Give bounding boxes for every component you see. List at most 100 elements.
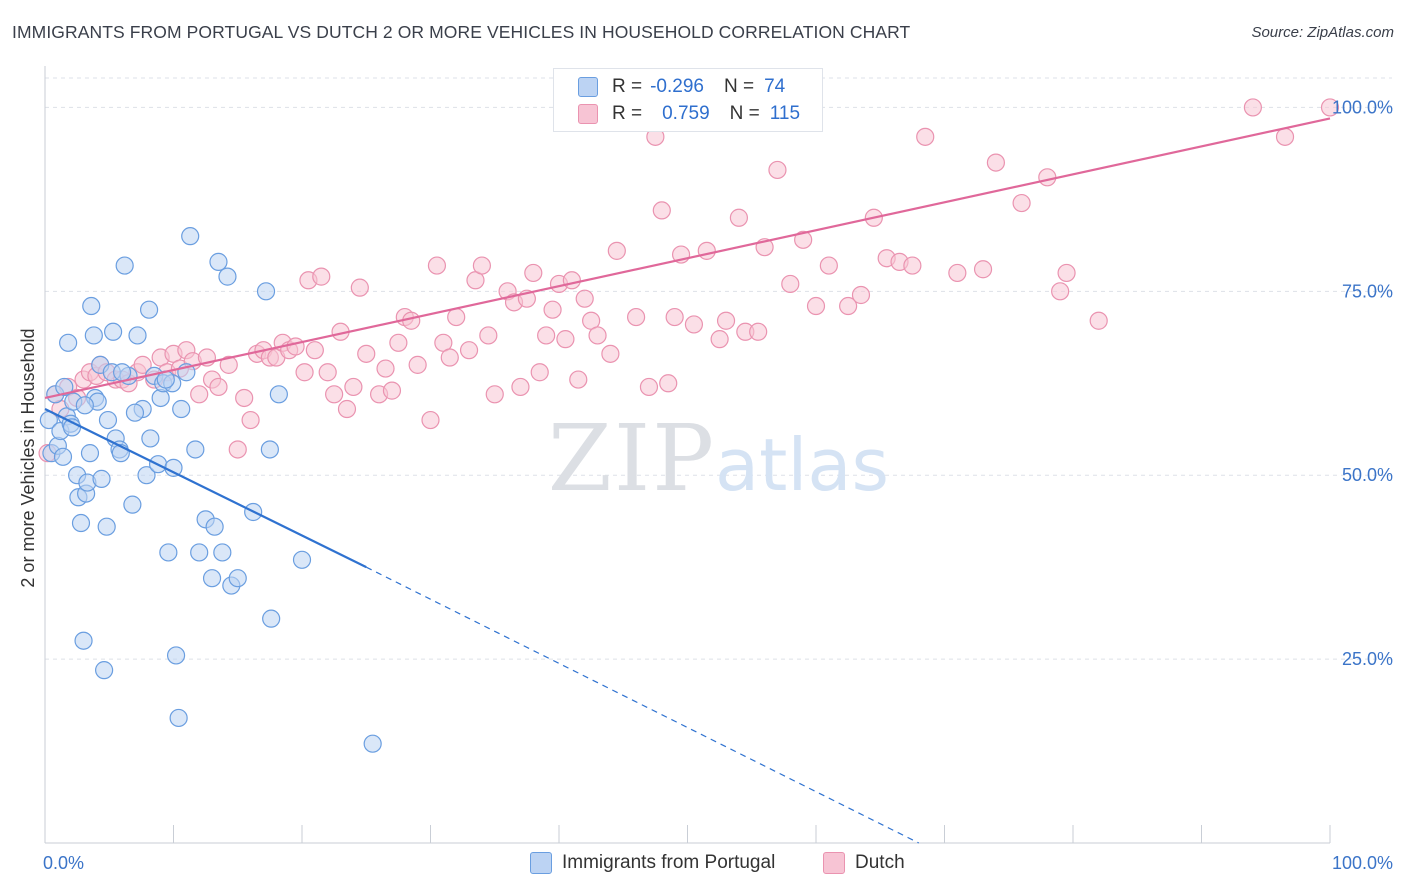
dutch-point: [768, 160, 787, 180]
legend-row-portugal: R = -0.296 N = 74: [578, 75, 785, 99]
dutch-point: [440, 348, 459, 367]
portugal-point: [75, 396, 94, 415]
dutch-point: [286, 337, 305, 356]
dutch-point: [626, 307, 646, 327]
series-swatch-dutch: [823, 852, 845, 874]
portugal-point: [205, 517, 224, 536]
dutch-point: [485, 385, 504, 404]
dutch-point: [973, 260, 993, 279]
dutch-point: [986, 153, 1006, 172]
dutch-point: [427, 256, 447, 275]
dutch-point: [421, 410, 440, 430]
series-label-dutch: Dutch: [855, 852, 905, 873]
dutch-point: [530, 363, 549, 382]
dutch-point: [305, 341, 324, 360]
dutch-point: [569, 370, 588, 389]
portugal-point: [151, 388, 170, 408]
dutch-point: [916, 127, 935, 146]
source-credit: Source: ZipAtlas.com: [1251, 24, 1394, 41]
portugal-point: [112, 363, 132, 382]
dutch-point: [781, 274, 800, 294]
portugal-point: [74, 631, 93, 650]
portugal-point: [190, 543, 209, 562]
portugal-point: [363, 734, 382, 753]
dutch-point: [1012, 193, 1031, 213]
dutch-point: [588, 326, 607, 345]
dutch-point: [819, 256, 838, 275]
dutch-point: [318, 363, 337, 382]
portugal-point: [159, 543, 178, 562]
dutch-point: [447, 307, 466, 327]
portugal-point: [84, 326, 103, 345]
gridlines: [45, 77, 1392, 660]
portugal-point: [218, 267, 237, 286]
portugal-trend-line: [44, 408, 367, 569]
dutch-point: [357, 344, 376, 363]
correlation-legend: R = -0.296 N = 74 R = 0.759 N = 115: [553, 68, 823, 132]
dutch-point: [1320, 98, 1340, 117]
portugal-point: [228, 569, 247, 588]
portugal-point: [262, 609, 281, 628]
dutch-point: [710, 330, 729, 349]
dutch-point: [241, 410, 260, 430]
dutch-point: [209, 377, 228, 397]
dutch-point: [344, 377, 363, 397]
y-tick-label-50: 50.0%: [1342, 465, 1393, 485]
dutch-point: [806, 296, 826, 316]
series-swatch-portugal: [530, 852, 552, 874]
dutch-point: [1038, 168, 1057, 187]
portugal-point: [98, 410, 118, 430]
series-legend-dutch: Dutch: [823, 852, 905, 874]
portugal-point: [181, 227, 200, 246]
dutch-point: [408, 355, 427, 374]
legend-r-value-portugal: -0.296: [650, 76, 704, 97]
dutch-point: [556, 330, 575, 349]
dutch-point: [524, 263, 543, 283]
legend-r-label: R =: [612, 76, 643, 97]
portugal-point: [128, 326, 147, 345]
dutch-point: [697, 241, 716, 260]
dutch-point: [133, 355, 152, 374]
dutch-point: [228, 440, 247, 459]
portugal-point: [55, 377, 74, 397]
portugal-point: [260, 440, 279, 459]
legend-n-label: N =: [729, 103, 760, 124]
legend-row-dutch: R = 0.759 N = 115: [578, 102, 800, 126]
dutch-point: [562, 271, 581, 290]
dutch-point: [543, 300, 562, 319]
dutch-point: [601, 344, 620, 363]
dutch-point: [794, 230, 813, 249]
legend-n-value-dutch: 115: [769, 103, 801, 124]
watermark-zip: ZIP: [548, 405, 716, 512]
dutch-point: [607, 241, 626, 260]
portugal-point: [213, 543, 232, 562]
series-legend-portugal: Immigrants from Portugal: [530, 852, 775, 874]
dutch-point: [389, 333, 408, 352]
dutch-point: [337, 399, 357, 419]
portugal-point: [115, 256, 134, 275]
dutch-point: [652, 201, 671, 220]
dutch-point: [659, 374, 678, 393]
legend-n-value-portugal: 74: [764, 76, 786, 97]
scatter-points: [38, 98, 1340, 753]
portugal-point: [202, 569, 222, 588]
portugal-point: [139, 300, 159, 319]
dutch-point: [903, 256, 922, 275]
dutch-point: [219, 355, 238, 374]
dutch-point: [459, 341, 479, 360]
dutch-point: [948, 263, 967, 283]
y-tick-label-25: 25.0%: [1342, 649, 1393, 669]
portugal-point: [169, 708, 188, 728]
portugal-point: [172, 399, 191, 419]
legend-swatch-dutch: [578, 104, 598, 124]
portugal-point: [166, 646, 186, 665]
axis-labels: 25.0% 50.0% 75.0% 100.0% 0.0% 100.0% 2 or more…: [18, 97, 1393, 873]
chart-title: IMMIGRANTS FROM PORTUGAL VS DUTCH 2 OR M…: [12, 22, 911, 42]
x-tick-label-end: 100.0%: [1332, 853, 1393, 873]
legend-r-label: R =: [612, 103, 643, 124]
dutch-point: [325, 385, 344, 404]
dutch-point: [639, 377, 659, 397]
portugal-trend-extension: [365, 566, 920, 844]
dutch-point: [851, 285, 871, 305]
